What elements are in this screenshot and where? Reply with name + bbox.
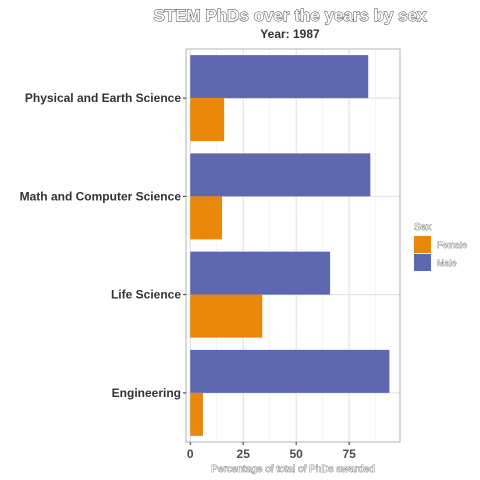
y-tick-label-physical-and-earth-science: Physical and Earth Science xyxy=(25,91,181,105)
y-axis-ticks: Physical and Earth Science Math and Compu… xyxy=(20,91,186,400)
bar-male-physical-and-earth-science xyxy=(190,55,369,99)
bar-female-math-and-computer-science xyxy=(190,196,223,240)
bars xyxy=(190,55,390,436)
bar-female-life-science xyxy=(190,294,263,338)
chart-title: STEM PhDs over the years by sex xyxy=(153,6,427,25)
bar-male-engineering xyxy=(190,349,390,393)
x-tick-label-75: 75 xyxy=(342,447,356,461)
x-axis-ticks: 0 25 50 75 xyxy=(187,442,356,461)
x-axis-label: Percentage of total of PhDs awarded xyxy=(211,464,374,475)
y-tick-label-engineering: Engineering xyxy=(112,386,181,400)
x-tick-label-0: 0 xyxy=(187,447,194,461)
chart-subtitle: Year: 1987 xyxy=(260,27,320,41)
legend-swatch-male xyxy=(414,254,431,271)
legend: Sex Female Male xyxy=(414,222,467,271)
legend-label-male: Male xyxy=(437,258,457,268)
bar-female-physical-and-earth-science xyxy=(190,98,225,142)
legend-label-female: Female xyxy=(437,240,467,250)
x-tick-label-25: 25 xyxy=(237,447,251,461)
plot-panel xyxy=(185,48,401,443)
legend-swatch-female xyxy=(414,236,431,253)
y-tick-label-life-science: Life Science xyxy=(111,288,181,302)
y-tick-label-math-and-computer-science: Math and Computer Science xyxy=(20,189,182,203)
bar-male-life-science xyxy=(190,251,331,295)
legend-title: Sex xyxy=(414,222,431,233)
bar-female-engineering xyxy=(190,392,203,436)
bar-male-math-and-computer-science xyxy=(190,153,371,197)
x-tick-label-50: 50 xyxy=(289,447,303,461)
